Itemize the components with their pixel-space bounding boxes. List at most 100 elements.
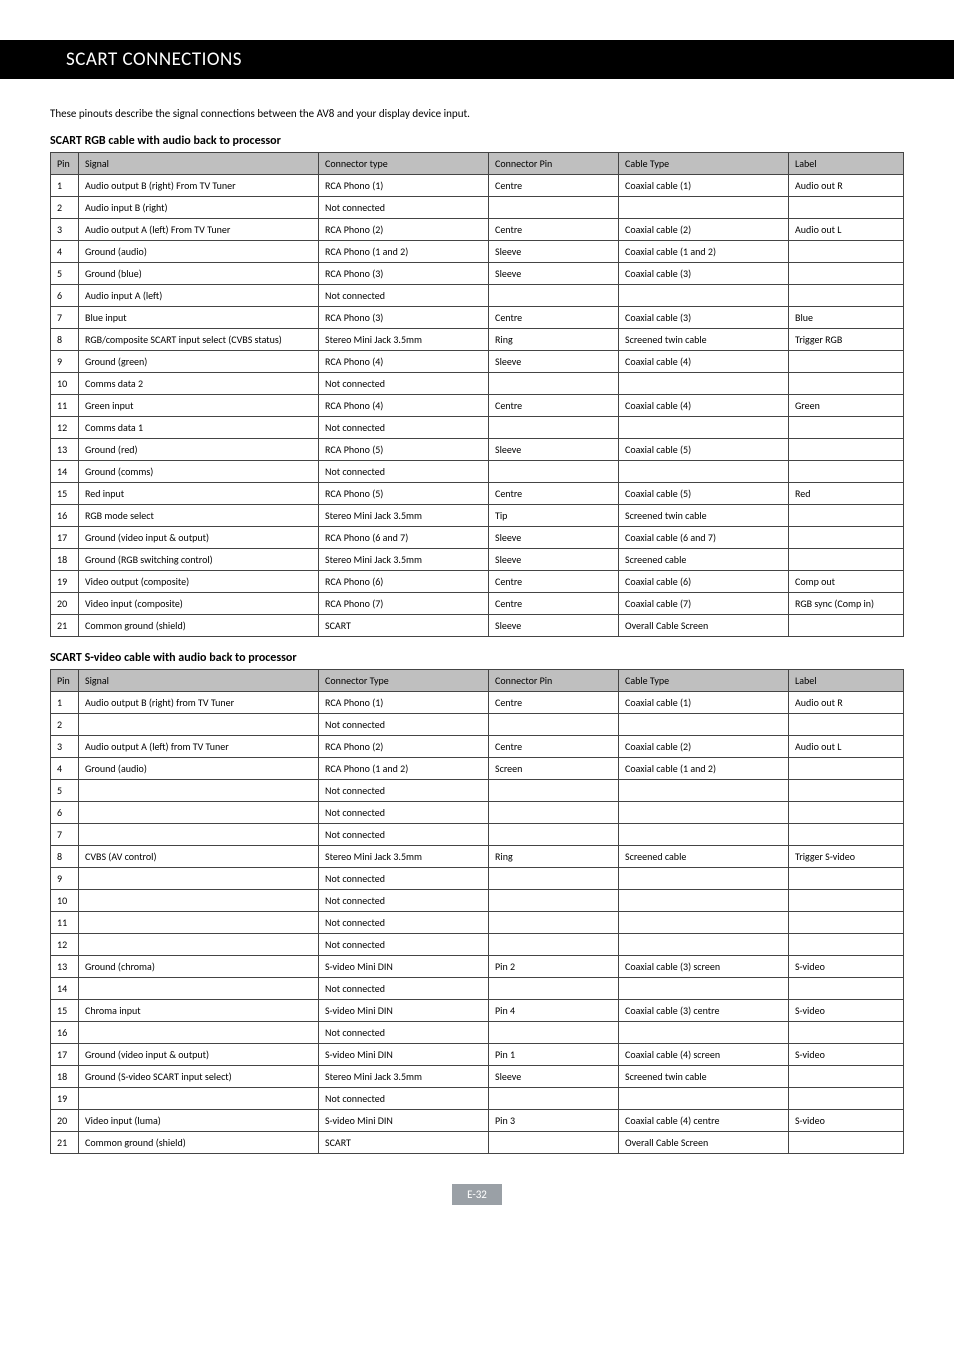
table-cell: Centre [489,395,619,417]
table-cell: 19 [51,571,79,593]
table-cell: Not connected [319,978,489,1000]
table-cell [619,1022,789,1044]
table-cell: RCA Phono (5) [319,439,489,461]
table-cell: Audio out R [789,692,904,714]
table-cell: Stereo Mini Jack 3.5mm [319,1066,489,1088]
table-cell: Sleeve [489,351,619,373]
table-cell: 20 [51,1110,79,1132]
table-cell: Sleeve [489,439,619,461]
table-cell [619,868,789,890]
table-cell: 7 [51,824,79,846]
table-row: 10Not connected [51,890,904,912]
table-row: 20Video input (luma)S-video Mini DINPin … [51,1110,904,1132]
table-cell: Ground (audio) [79,241,319,263]
table-row: 8RGB/composite SCART input select (CVBS … [51,329,904,351]
table-cell: 21 [51,1132,79,1154]
table-row: 8CVBS (AV control)Stereo Mini Jack 3.5mm… [51,846,904,868]
table-cell: S-video [789,1110,904,1132]
table-cell: S-video [789,956,904,978]
table-cell: 21 [51,615,79,637]
table-cell: Not connected [319,912,489,934]
table-cell: 5 [51,780,79,802]
scart-rgb-table: Pin Signal Connector type Connector Pin … [50,152,904,637]
table-cell [789,285,904,307]
table-cell: Comms data 2 [79,373,319,395]
table-cell: Trigger S-video [789,846,904,868]
col-label: Label [789,670,904,692]
table-cell: 7 [51,307,79,329]
table-cell: Coaxial cable (2) [619,219,789,241]
table-cell [789,461,904,483]
table-cell: 16 [51,1022,79,1044]
table-cell [789,912,904,934]
table-cell: RCA Phono (5) [319,483,489,505]
table-row: 16RGB mode selectStereo Mini Jack 3.5mmT… [51,505,904,527]
col-cable-type: Cable Type [619,670,789,692]
table-cell: Centre [489,175,619,197]
table-row: 13Ground (red)RCA Phono (5)SleeveCoaxial… [51,439,904,461]
table-cell: Green input [79,395,319,417]
table-cell: 1 [51,692,79,714]
col-cable-type: Cable Type [619,153,789,175]
table-cell: Audio output B (right) from TV Tuner [79,692,319,714]
table-cell: RGB mode select [79,505,319,527]
col-signal: Signal [79,153,319,175]
table-row: 6Audio input A (left)Not connected [51,285,904,307]
col-connector-type: Connector type [319,153,489,175]
table-cell: Coaxial cable (7) [619,593,789,615]
table-cell [489,373,619,395]
table-cell: Not connected [319,1022,489,1044]
table-cell: Pin 1 [489,1044,619,1066]
table-cell: S-video Mini DIN [319,1110,489,1132]
table-cell: Coaxial cable (3) [619,307,789,329]
table-cell: Coaxial cable (4) [619,395,789,417]
table-cell: S-video [789,1000,904,1022]
table-cell: 18 [51,549,79,571]
table-cell [789,241,904,263]
table-cell: Sleeve [489,549,619,571]
table-cell [789,439,904,461]
table-cell: Video output (composite) [79,571,319,593]
table-cell [789,527,904,549]
table-row: 14Ground (comms)Not connected [51,461,904,483]
table-row: 11Not connected [51,912,904,934]
table-cell [79,802,319,824]
table-row: 4Ground (audio)RCA Phono (1 and 2)Screen… [51,758,904,780]
table-row: 2Not connected [51,714,904,736]
table-cell: RCA Phono (1 and 2) [319,241,489,263]
table-cell: Video input (luma) [79,1110,319,1132]
table-cell: 9 [51,351,79,373]
table-cell: Red [789,483,904,505]
table-cell: 14 [51,461,79,483]
table-cell: Audio input A (left) [79,285,319,307]
table-row: 10Comms data 2Not connected [51,373,904,395]
intro-text: These pinouts describe the signal connec… [50,107,904,120]
table-row: 11Green inputRCA Phono (4)CentreCoaxial … [51,395,904,417]
table-row: 14Not connected [51,978,904,1000]
table-row: 2Audio input B (right)Not connected [51,197,904,219]
table-cell: Comp out [789,571,904,593]
table-cell: Not connected [319,714,489,736]
table-cell: Not connected [319,417,489,439]
table-cell [789,802,904,824]
table-cell: 17 [51,527,79,549]
table-cell: Sleeve [489,263,619,285]
table-cell: Coaxial cable (4) centre [619,1110,789,1132]
table-cell: Ground (green) [79,351,319,373]
table-cell: Not connected [319,934,489,956]
table-cell [79,912,319,934]
table-cell: 12 [51,934,79,956]
table-cell [79,978,319,1000]
table-cell [619,912,789,934]
table-cell: Green [789,395,904,417]
table-cell: 10 [51,890,79,912]
table-cell: Coaxial cable (1 and 2) [619,758,789,780]
table-row: 5Ground (blue)RCA Phono (3)SleeveCoaxial… [51,263,904,285]
table-cell: Ground (audio) [79,758,319,780]
table-cell [619,934,789,956]
page-number: E-32 [452,1184,502,1205]
table-cell: RCA Phono (7) [319,593,489,615]
table-cell [619,461,789,483]
table-cell: Ground (RGB switching control) [79,549,319,571]
table-cell [789,978,904,1000]
